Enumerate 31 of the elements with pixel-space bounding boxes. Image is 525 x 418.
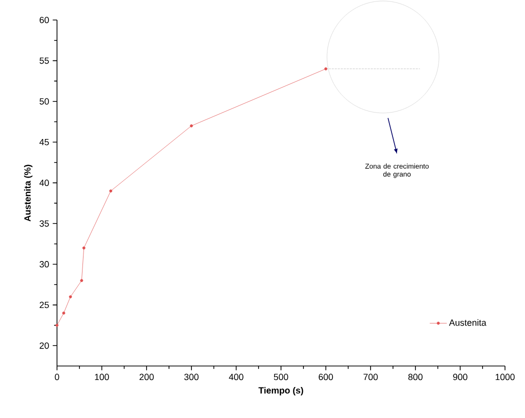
point: [56, 324, 58, 327]
x-tick-label: 100: [95, 374, 109, 380]
x-tick-label: 1000: [496, 374, 515, 380]
point: [80, 279, 84, 282]
x-tick-label: 900: [453, 374, 468, 380]
x-axis-title: Tiempo (s): [258, 386, 304, 396]
x-tick-label: 400: [228, 374, 244, 380]
x-tick-label: 200: [140, 374, 154, 380]
x-tick-label: 300: [184, 374, 199, 380]
point: [68, 295, 72, 298]
y-tick-label: 55: [40, 58, 49, 64]
y-axis-title: Austenita (%): [24, 164, 32, 222]
point: [109, 189, 112, 192]
y-tick-label: 50: [40, 98, 49, 105]
y-tick-label: 40: [39, 180, 49, 186]
y-tick-label: 25: [40, 302, 49, 308]
x-tick-label: 800: [408, 374, 423, 380]
legend-label: Austenita: [449, 319, 486, 326]
y-tick-label: 60: [40, 16, 49, 24]
y-tick-label: 45: [39, 138, 49, 146]
point: [62, 312, 66, 315]
y-tick-label: 30: [40, 261, 49, 268]
x-tick-label: 500: [274, 374, 288, 380]
y-tick-label: 20: [40, 342, 49, 349]
y-tick-label: 35: [40, 220, 49, 227]
point: [190, 124, 193, 128]
point: [82, 246, 86, 250]
x-tick-label: 700: [364, 374, 378, 380]
x-tick-label: 0: [54, 374, 60, 380]
point: [324, 67, 328, 70]
x-tick-label: 600: [318, 374, 333, 380]
